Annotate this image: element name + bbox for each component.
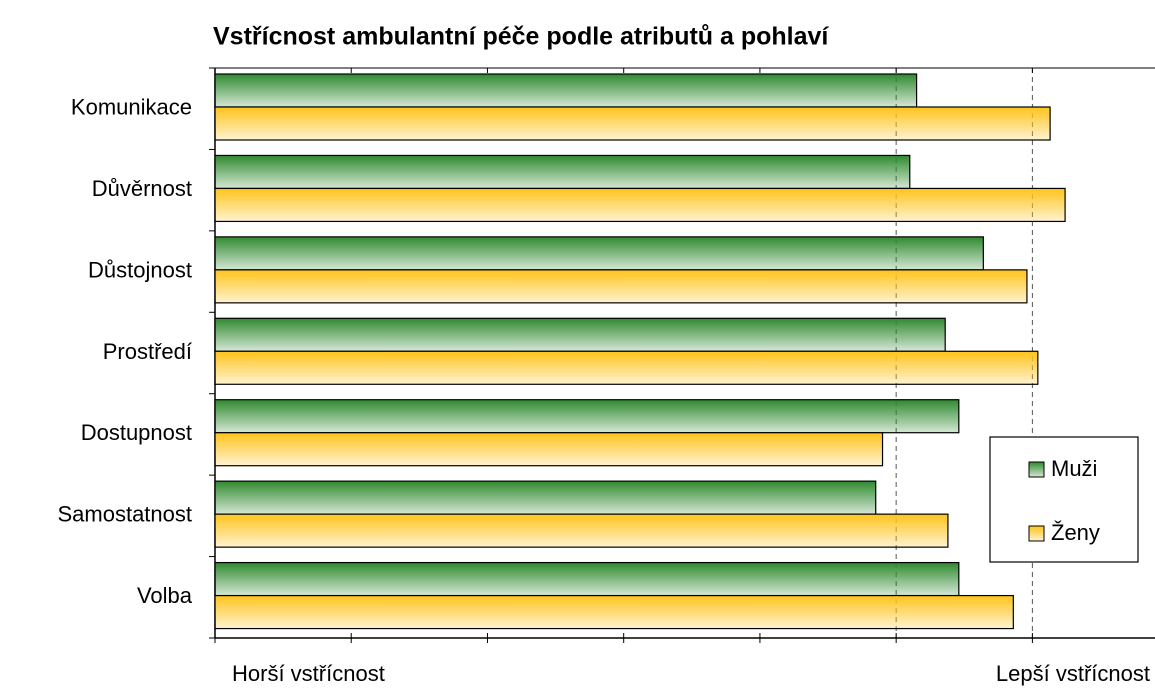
x-label-high: Lepší vstřícnost xyxy=(996,661,1150,686)
bar xyxy=(214,317,946,352)
bar xyxy=(214,73,918,108)
bar xyxy=(214,594,1014,630)
bar xyxy=(214,432,884,467)
y-tick-label: Komunikace xyxy=(71,95,192,120)
bar xyxy=(214,106,1051,141)
bar xyxy=(214,236,984,271)
y-tick-label: Prostředí xyxy=(103,339,192,364)
bar xyxy=(214,399,960,434)
bar xyxy=(214,187,1066,223)
bar xyxy=(214,480,877,515)
y-tick-label: Důstojnost xyxy=(88,257,192,282)
legend-label: Muži xyxy=(1051,456,1097,481)
bar xyxy=(214,154,911,190)
legend-label: Ženy xyxy=(1051,520,1100,545)
chart-title: Vstřícnost ambulantní péče podle atribut… xyxy=(213,23,829,51)
legend-swatch xyxy=(1028,525,1045,542)
x-label-low: Horší vstřícnost xyxy=(232,661,385,686)
bar xyxy=(214,561,960,597)
bar xyxy=(214,350,1039,385)
y-tick-label: Důvěrnost xyxy=(92,176,192,201)
bar xyxy=(214,513,949,548)
legend-box xyxy=(989,436,1139,563)
legend: Muži Ženy xyxy=(989,436,1139,563)
y-tick-label: Volba xyxy=(137,583,193,608)
y-tick-label: Samostatnost xyxy=(57,502,192,527)
y-tick-label: Dostupnost xyxy=(81,420,192,445)
bar xyxy=(214,269,1028,304)
legend-swatch xyxy=(1028,461,1045,478)
